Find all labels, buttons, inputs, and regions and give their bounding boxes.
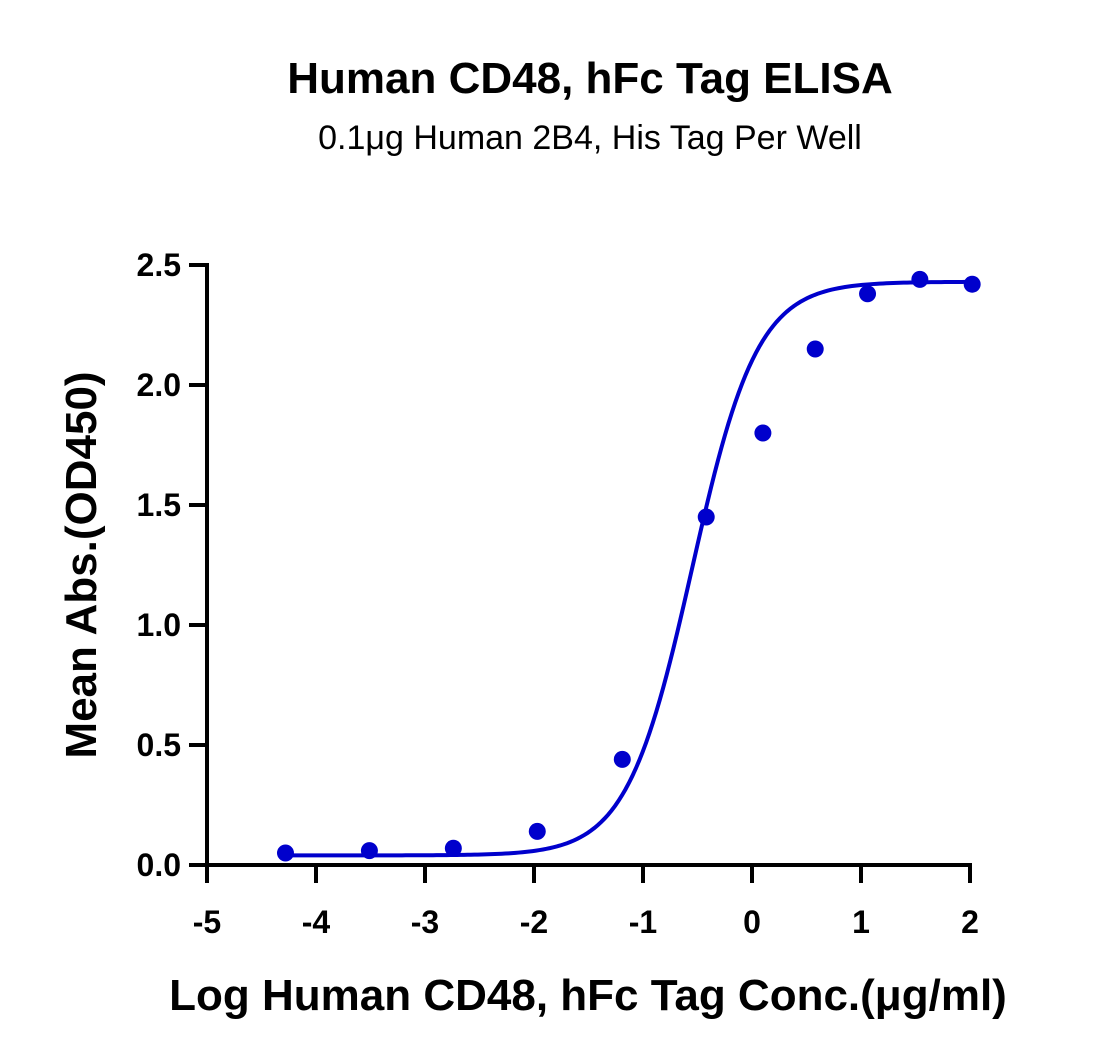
- chart-subtitle: 0.1μg Human 2B4, His Tag Per Well: [318, 119, 862, 157]
- y-tick-label: 0.0: [137, 847, 181, 883]
- y-tick-label: 2.5: [137, 247, 181, 283]
- y-tick-label: 1.5: [137, 487, 181, 523]
- data-point: [444, 839, 462, 857]
- x-tick-label: -2: [520, 904, 548, 940]
- x-axis-label: Log Human CD48, hFc Tag Conc.(μg/ml): [169, 971, 1007, 1020]
- x-tick-label: -3: [411, 904, 439, 940]
- data-point: [613, 750, 631, 768]
- data-point: [528, 822, 546, 840]
- data-points: [276, 270, 981, 862]
- fit-curve: [285, 279, 973, 858]
- data-point: [697, 508, 715, 526]
- y-axis-ticks: 0.0 0.5 1.0 1.5 2.0 2.5: [137, 247, 207, 883]
- y-tick-label: 0.5: [137, 727, 181, 763]
- data-point: [806, 340, 824, 358]
- x-tick-label: 2: [961, 904, 979, 940]
- chart-title: Human CD48, hFc Tag ELISA: [287, 54, 893, 103]
- y-tick-label: 2.0: [137, 367, 181, 403]
- x-tick-label: 0: [743, 904, 761, 940]
- data-point: [754, 424, 772, 442]
- x-tick-label: -1: [629, 904, 657, 940]
- data-point: [911, 270, 929, 288]
- y-tick-label: 1.0: [137, 607, 181, 643]
- data-point: [276, 844, 294, 862]
- x-axis-ticks: -5 -4 -3 -2 -1 0 1 2: [193, 865, 979, 940]
- data-point: [963, 275, 981, 293]
- data-point: [859, 285, 877, 303]
- x-tick-label: -4: [302, 904, 331, 940]
- y-axis-label: Mean Abs.(OD450): [57, 371, 106, 758]
- x-tick-label: 1: [852, 904, 870, 940]
- data-point: [360, 842, 378, 860]
- x-tick-label: -5: [193, 904, 221, 940]
